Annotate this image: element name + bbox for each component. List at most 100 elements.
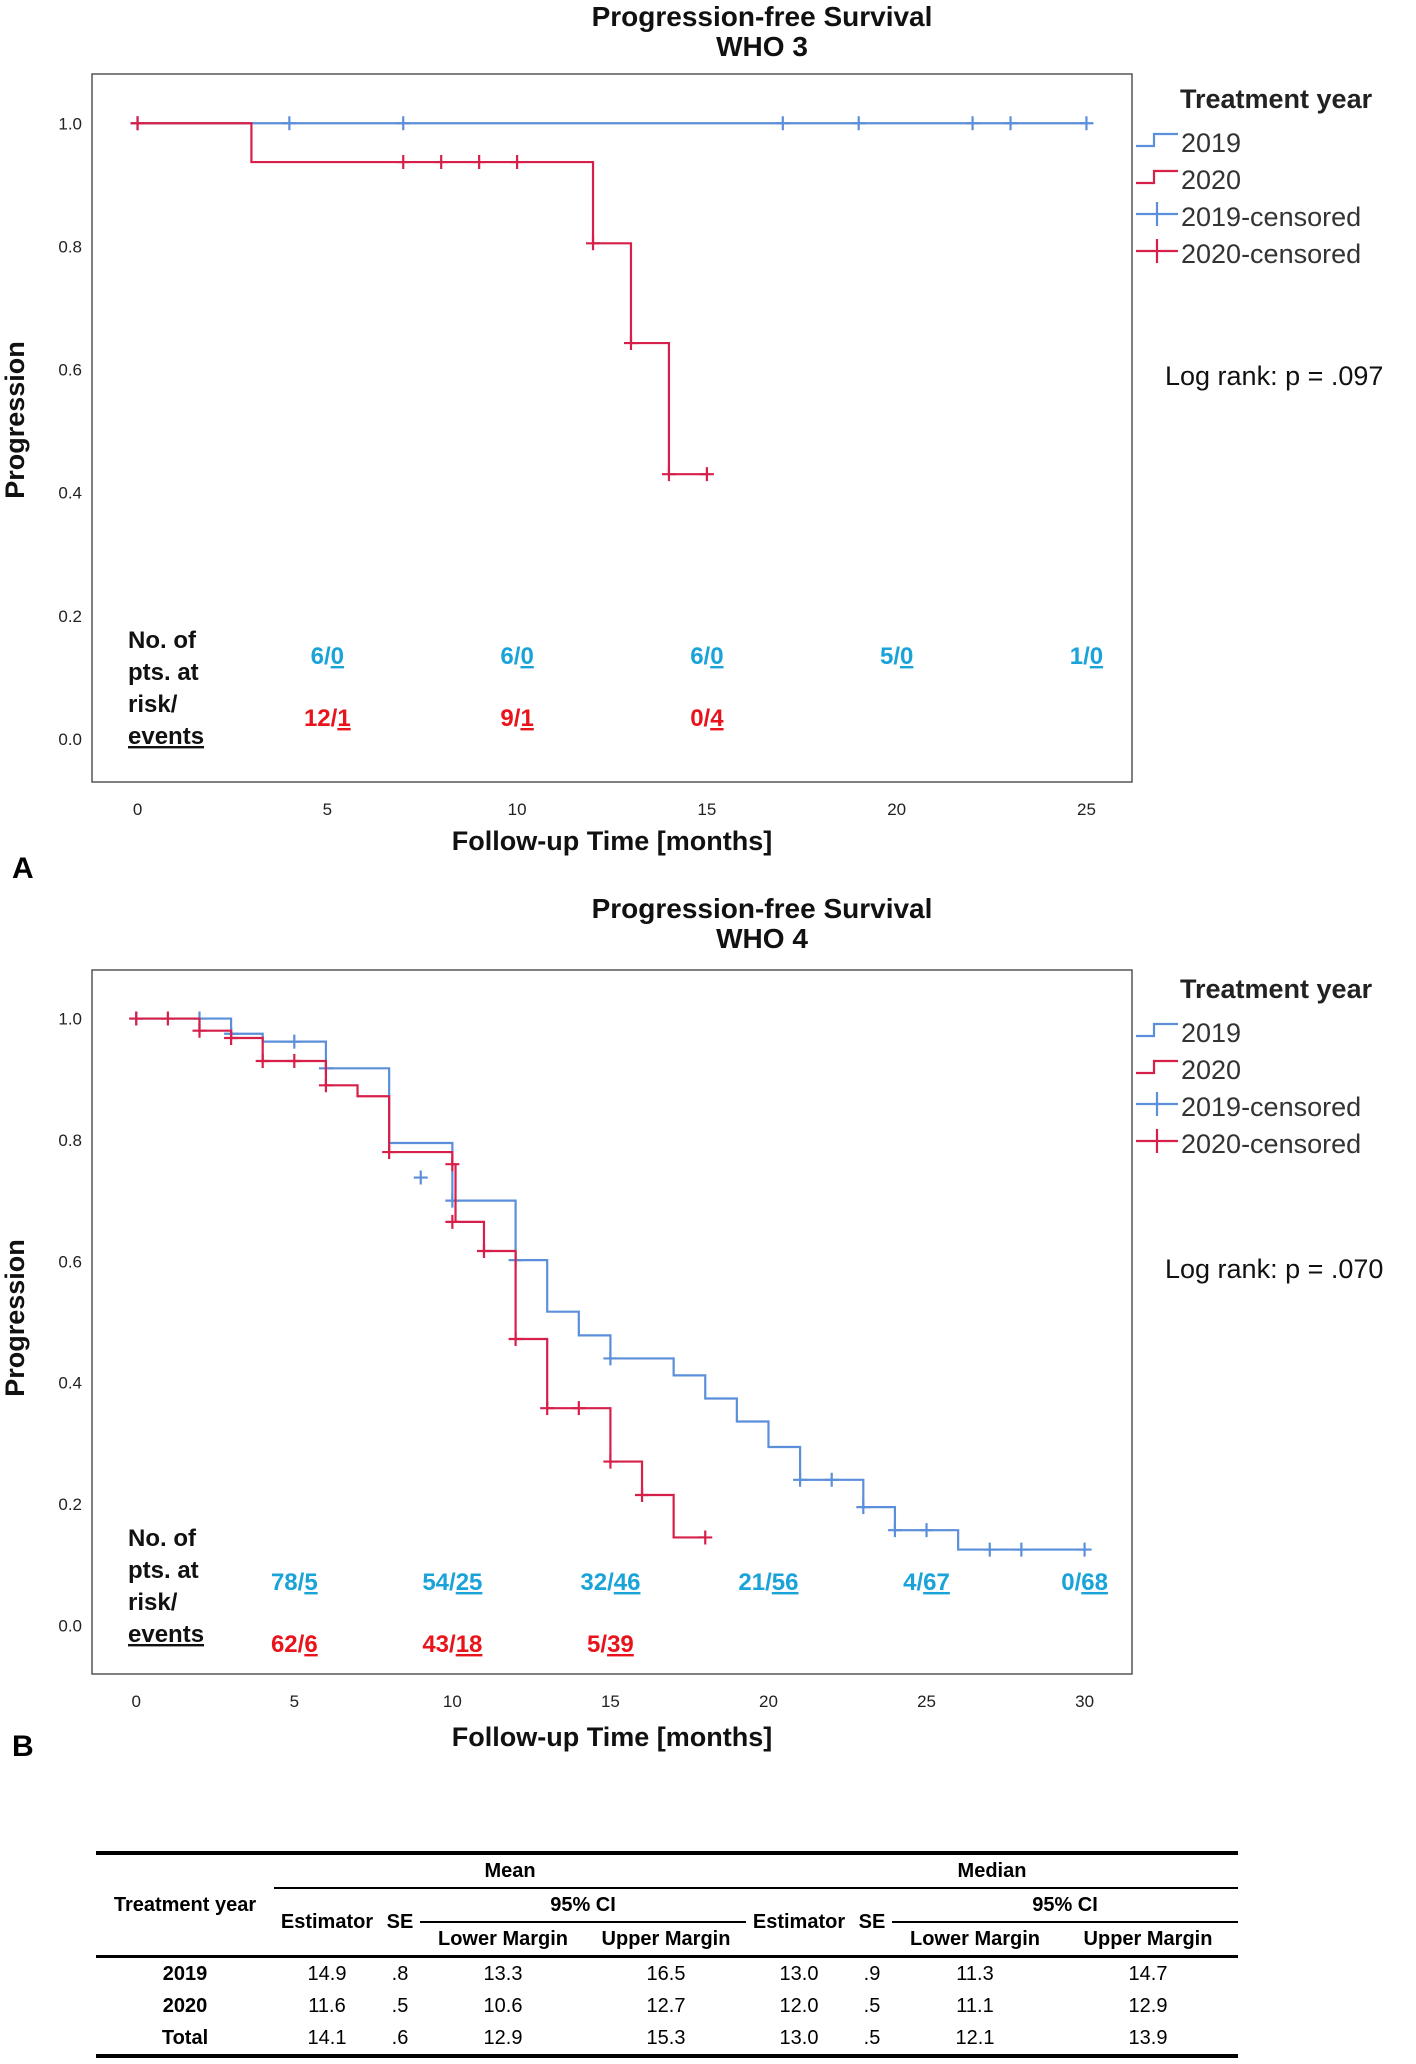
table-row: 2019 14.9 .8 13.3 16.5 13.0 .9 11.3 14.7: [96, 1955, 1238, 1990]
chart-b-series-2019-censor-mark: [793, 1472, 808, 1487]
chart-b-risk-2020-events: 39: [607, 1631, 634, 1658]
chart-b-xtick-label: 0: [132, 1692, 141, 1711]
chart-b-risk-2019-at-risk: 21/: [738, 1569, 772, 1596]
chart-b-series-2020-censor-mark: [445, 1157, 460, 1172]
chart-b-xtick-label: 10: [443, 1692, 462, 1711]
table-cell: 14.9: [274, 1955, 380, 1990]
chart-a-legend-swatch: [1136, 202, 1178, 226]
chart-b-risk-2020: 5/39: [587, 1631, 634, 1658]
chart-b-risk-2019-events: 67: [923, 1569, 950, 1596]
panel-label-a: A: [12, 852, 34, 885]
chart-a-ytick-label: 0.8: [58, 237, 82, 256]
chart-b-risk-2019: 32/46: [580, 1569, 640, 1596]
chart-b-logrank-annotation: Log rank: p = .070: [1165, 1254, 1383, 1284]
table-cell: 12.1: [892, 2022, 1058, 2058]
chart-b-legend-label: 2019: [1181, 1018, 1241, 1048]
chart-b-xtick-label: 25: [917, 1692, 936, 1711]
chart-b-series-2020-censor-mark: [698, 1530, 713, 1545]
chart-b-xlabel: Follow-up Time [months]: [452, 1722, 772, 1752]
table-col-median-ci: 95% CI: [892, 1888, 1238, 1923]
table-cell: 2019: [96, 1955, 274, 1990]
chart-a-series-2020-censor-mark: [661, 467, 676, 482]
chart-a-risk-2019: 1/0: [1070, 643, 1103, 670]
chart-b-legend-label: 2020-censored: [1181, 1129, 1361, 1159]
chart-a-title: Progression-free Survival: [592, 1, 933, 32]
chart-b-risk-label-line: events: [128, 1621, 204, 1648]
chart-a-logrank-annotation: Log rank: p = .097: [1165, 361, 1383, 391]
chart-b-risk-2019-at-risk: 0/: [1061, 1569, 1081, 1596]
chart-b-ytick-label: 0.8: [58, 1131, 82, 1150]
chart-b-risk-label-line: pts. at: [128, 1557, 199, 1584]
chart-b-series-2020-censor-mark: [224, 1030, 239, 1045]
chart-b-series-2020-censor-mark: [476, 1243, 491, 1258]
chart-b-risk-2019: 4/67: [903, 1569, 950, 1596]
chart-b-risk-2019-events: 5: [304, 1569, 317, 1596]
chart-a-risk-2019-events: 0: [520, 643, 533, 670]
chart-a-risk-2019-at-risk: 6/: [690, 643, 710, 670]
chart-a-series-2020-censor-mark: [699, 467, 714, 482]
chart-b-risk-2019: 21/56: [738, 1569, 798, 1596]
chart-b-legend-label: 2020: [1181, 1055, 1241, 1085]
chart-b-series-2020-censor-mark: [129, 1011, 144, 1026]
table-cell: .8: [380, 1955, 420, 1990]
table-cell: 12.7: [646, 1994, 686, 2017]
chart-b-risk-2020-events: 6: [304, 1631, 317, 1658]
chart-a-risk-2020: 9/1: [500, 705, 533, 732]
chart-b-series-2019-censor-mark: [856, 1500, 871, 1515]
chart-b-series-2019-censor-mark: [982, 1542, 997, 1557]
chart-b-ytick-label: 0.0: [58, 1616, 82, 1635]
table-cell: .5: [391, 1994, 409, 2017]
table-group-median: Median: [746, 1851, 1238, 1889]
table-col-mean-se: SE: [386, 1910, 414, 1933]
chart-a-legend-label: 2019: [1181, 128, 1241, 158]
chart-a-risk-2020-at-risk: 12/: [304, 705, 338, 732]
chart-b-series-2020-censor-mark: [445, 1214, 460, 1229]
chart-a-series-2020-censor-mark: [510, 155, 525, 170]
chart-a-risk-2019: 5/0: [880, 643, 913, 670]
chart-a-series-2019-censor-mark: [1079, 116, 1094, 131]
chart-a-series-2020-censor-mark: [130, 116, 145, 131]
chart-a-legend-label: 2020: [1181, 165, 1241, 195]
chart-b-ytick-label: 0.6: [58, 1252, 82, 1271]
chart-a-ytick-label: 0.6: [58, 361, 82, 380]
chart-b-risk-2019: 0/68: [1061, 1569, 1108, 1596]
chart-b-xtick-label: 15: [601, 1692, 620, 1711]
chart-b-risk-2019: 54/25: [422, 1569, 482, 1596]
table-cell: 14.1: [274, 2022, 380, 2058]
chart-b-risk-2019-at-risk: 32/: [580, 1569, 614, 1596]
chart-b-series-2020-censor-mark: [287, 1054, 302, 1069]
chart-b-risk-2020-at-risk: 43/: [422, 1631, 456, 1658]
chart-a-series-2020-censor-mark: [472, 155, 487, 170]
chart-b-plot-frame: [91, 969, 1133, 1675]
table-cell: 10.6: [483, 1994, 523, 2017]
table-cell: 13.3: [420, 1955, 586, 1990]
chart-a-series-2019-censor-mark: [851, 116, 866, 131]
chart-a-risk-2019-events: 0: [900, 643, 913, 670]
chart-a-ytick-label: 1.0: [58, 114, 82, 133]
chart-a-risk-2020-events: 4: [710, 705, 724, 732]
chart-a-series-2020-censor-mark: [623, 336, 638, 351]
table-col-mean-estimator: Estimator: [280, 1910, 374, 1933]
table-cell: 12.0: [779, 1994, 819, 2017]
chart-a-risk-2020: 0/4: [690, 705, 724, 732]
chart-a-risk-2019-events: 0: [331, 643, 344, 670]
table-cell: 13.0: [746, 1955, 852, 1990]
chart-a-risk-2019-events: 0: [710, 643, 723, 670]
chart-b-legend-swatch: [1136, 1092, 1178, 1116]
chart-a-series-2020-censor-mark: [396, 155, 411, 170]
chart-a-xtick-label: 10: [508, 800, 527, 819]
chart-a-risk-label-line: events: [128, 723, 204, 750]
chart-b-series-2019-censor-mark: [919, 1523, 934, 1538]
chart-b-risk-2019-at-risk: 4/: [903, 1569, 923, 1596]
chart-a-series-2020-censor-mark: [434, 155, 449, 170]
chart-a-risk-2019-at-risk: 6/: [311, 643, 331, 670]
chart-a-xtick-label: 20: [887, 800, 906, 819]
chart-a-series-2020-censor-mark: [586, 236, 601, 251]
chart-a-subtitle: WHO 3: [716, 31, 808, 62]
chart-b-legend-swatch: [1136, 1129, 1178, 1153]
table-group-mean: Mean: [274, 1851, 746, 1889]
table-cell: 2020: [162, 1994, 208, 2017]
chart-b-risk-2020: 62/6: [271, 1631, 318, 1658]
chart-b-series-2019-censor-mark: [887, 1523, 902, 1538]
table-cell: 12.9: [1128, 1994, 1168, 2017]
